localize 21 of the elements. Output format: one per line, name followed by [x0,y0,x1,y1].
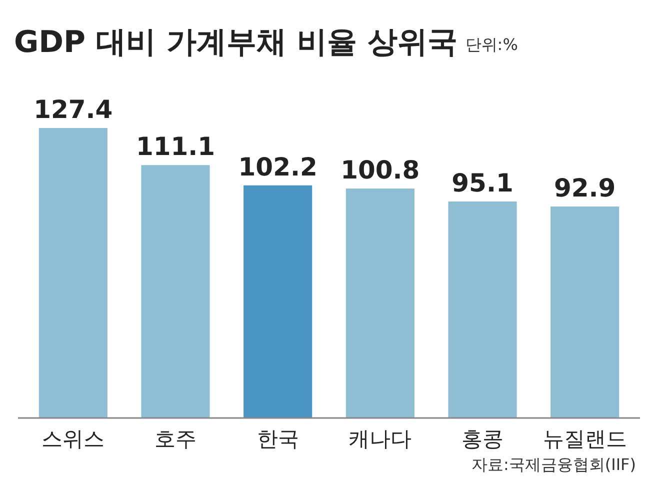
bar [244,185,312,418]
text: 자료:국제금융협회(IIF) [471,455,636,474]
data-label: 100.8 [340,156,420,185]
x-tick-label: 호주 [154,427,196,451]
data-label: 127.4 [34,95,113,124]
x-tick-label: 뉴질랜드 [542,427,627,451]
data-label: 95.1 [452,168,514,198]
data-label: 111.1 [136,132,216,162]
chart-title: GDP 대비 가계부채 비율 상위국 [14,25,458,60]
x-tick-label: 한국 [256,427,299,451]
bar [448,202,517,418]
bar [141,165,210,418]
chart-subtitle: 단위:% [465,35,518,54]
bar [346,188,414,418]
x-tick-label: 스위스 [42,427,105,451]
bar [38,128,108,418]
data-label: 92.9 [554,174,616,203]
x-tick-label: 홍콩 [462,427,504,451]
data-label: 102.2 [238,152,318,182]
x-tick-label: 캐나다 [348,427,412,451]
bar [550,206,620,418]
